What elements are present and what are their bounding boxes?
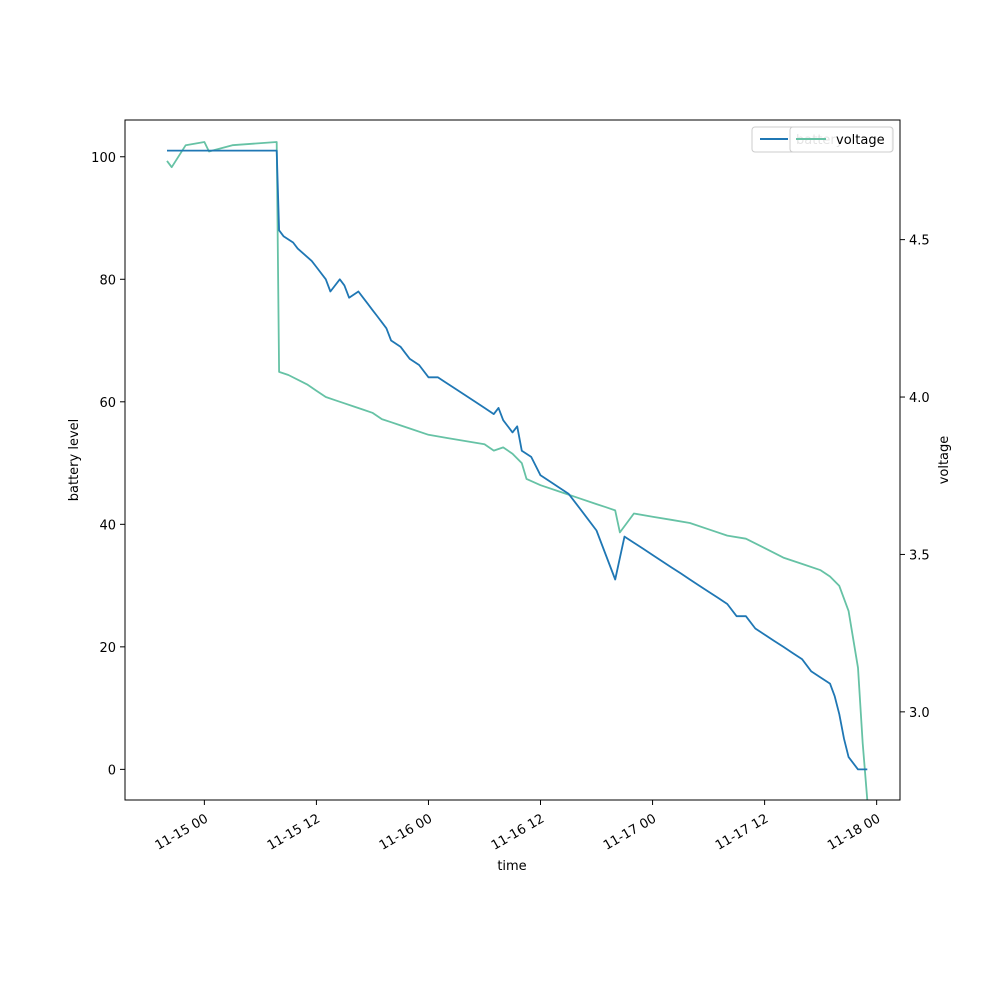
x-tick-label: 11-17 00 <box>601 811 659 853</box>
y2-tick-label: 3.5 <box>909 548 930 563</box>
x-axis-ticks: 11-15 00 11-15 12 11-16 00 11-16 12 11-17 00… <box>153 800 883 854</box>
y2-axis-ticks: 3.0 3.5 4.0 4.5 <box>900 234 930 721</box>
y-tick-label: 80 <box>99 273 116 288</box>
legend-voltage: voltage <box>789 126 894 153</box>
y2-tick-label: 4.5 <box>909 234 930 249</box>
y2-tick-label: 4.0 <box>909 391 930 406</box>
y2-tick-label: 3.0 <box>909 706 930 721</box>
plot-frame <box>124 119 901 801</box>
legend-voltage-label: voltage <box>836 133 885 148</box>
x-tick-label: 11-16 00 <box>377 811 435 853</box>
series-line-voltage <box>166 141 869 801</box>
y-tick-label: 100 <box>91 151 116 166</box>
y-tick-label: 40 <box>99 518 116 533</box>
x-tick-label: 11-15 00 <box>153 811 211 853</box>
y-tick-label: 60 <box>99 396 116 411</box>
y-tick-label: 0 <box>108 763 116 778</box>
y-axis-ticks: 0 20 40 60 80 100 <box>91 151 125 778</box>
x-axis-label: time <box>497 859 526 874</box>
plot-lines <box>166 141 869 801</box>
x-tick-label: 11-17 12 <box>713 811 771 853</box>
x-tick-label: 11-16 12 <box>489 811 547 853</box>
x-tick-label: 11-18 00 <box>825 811 883 853</box>
series-line-battery <box>167 149 868 771</box>
y-axis-label: battery level <box>67 419 82 502</box>
x-tick-label: 11-15 12 <box>265 811 323 853</box>
y-tick-label: 20 <box>99 641 116 656</box>
y2-axis-label: voltage <box>937 436 952 485</box>
